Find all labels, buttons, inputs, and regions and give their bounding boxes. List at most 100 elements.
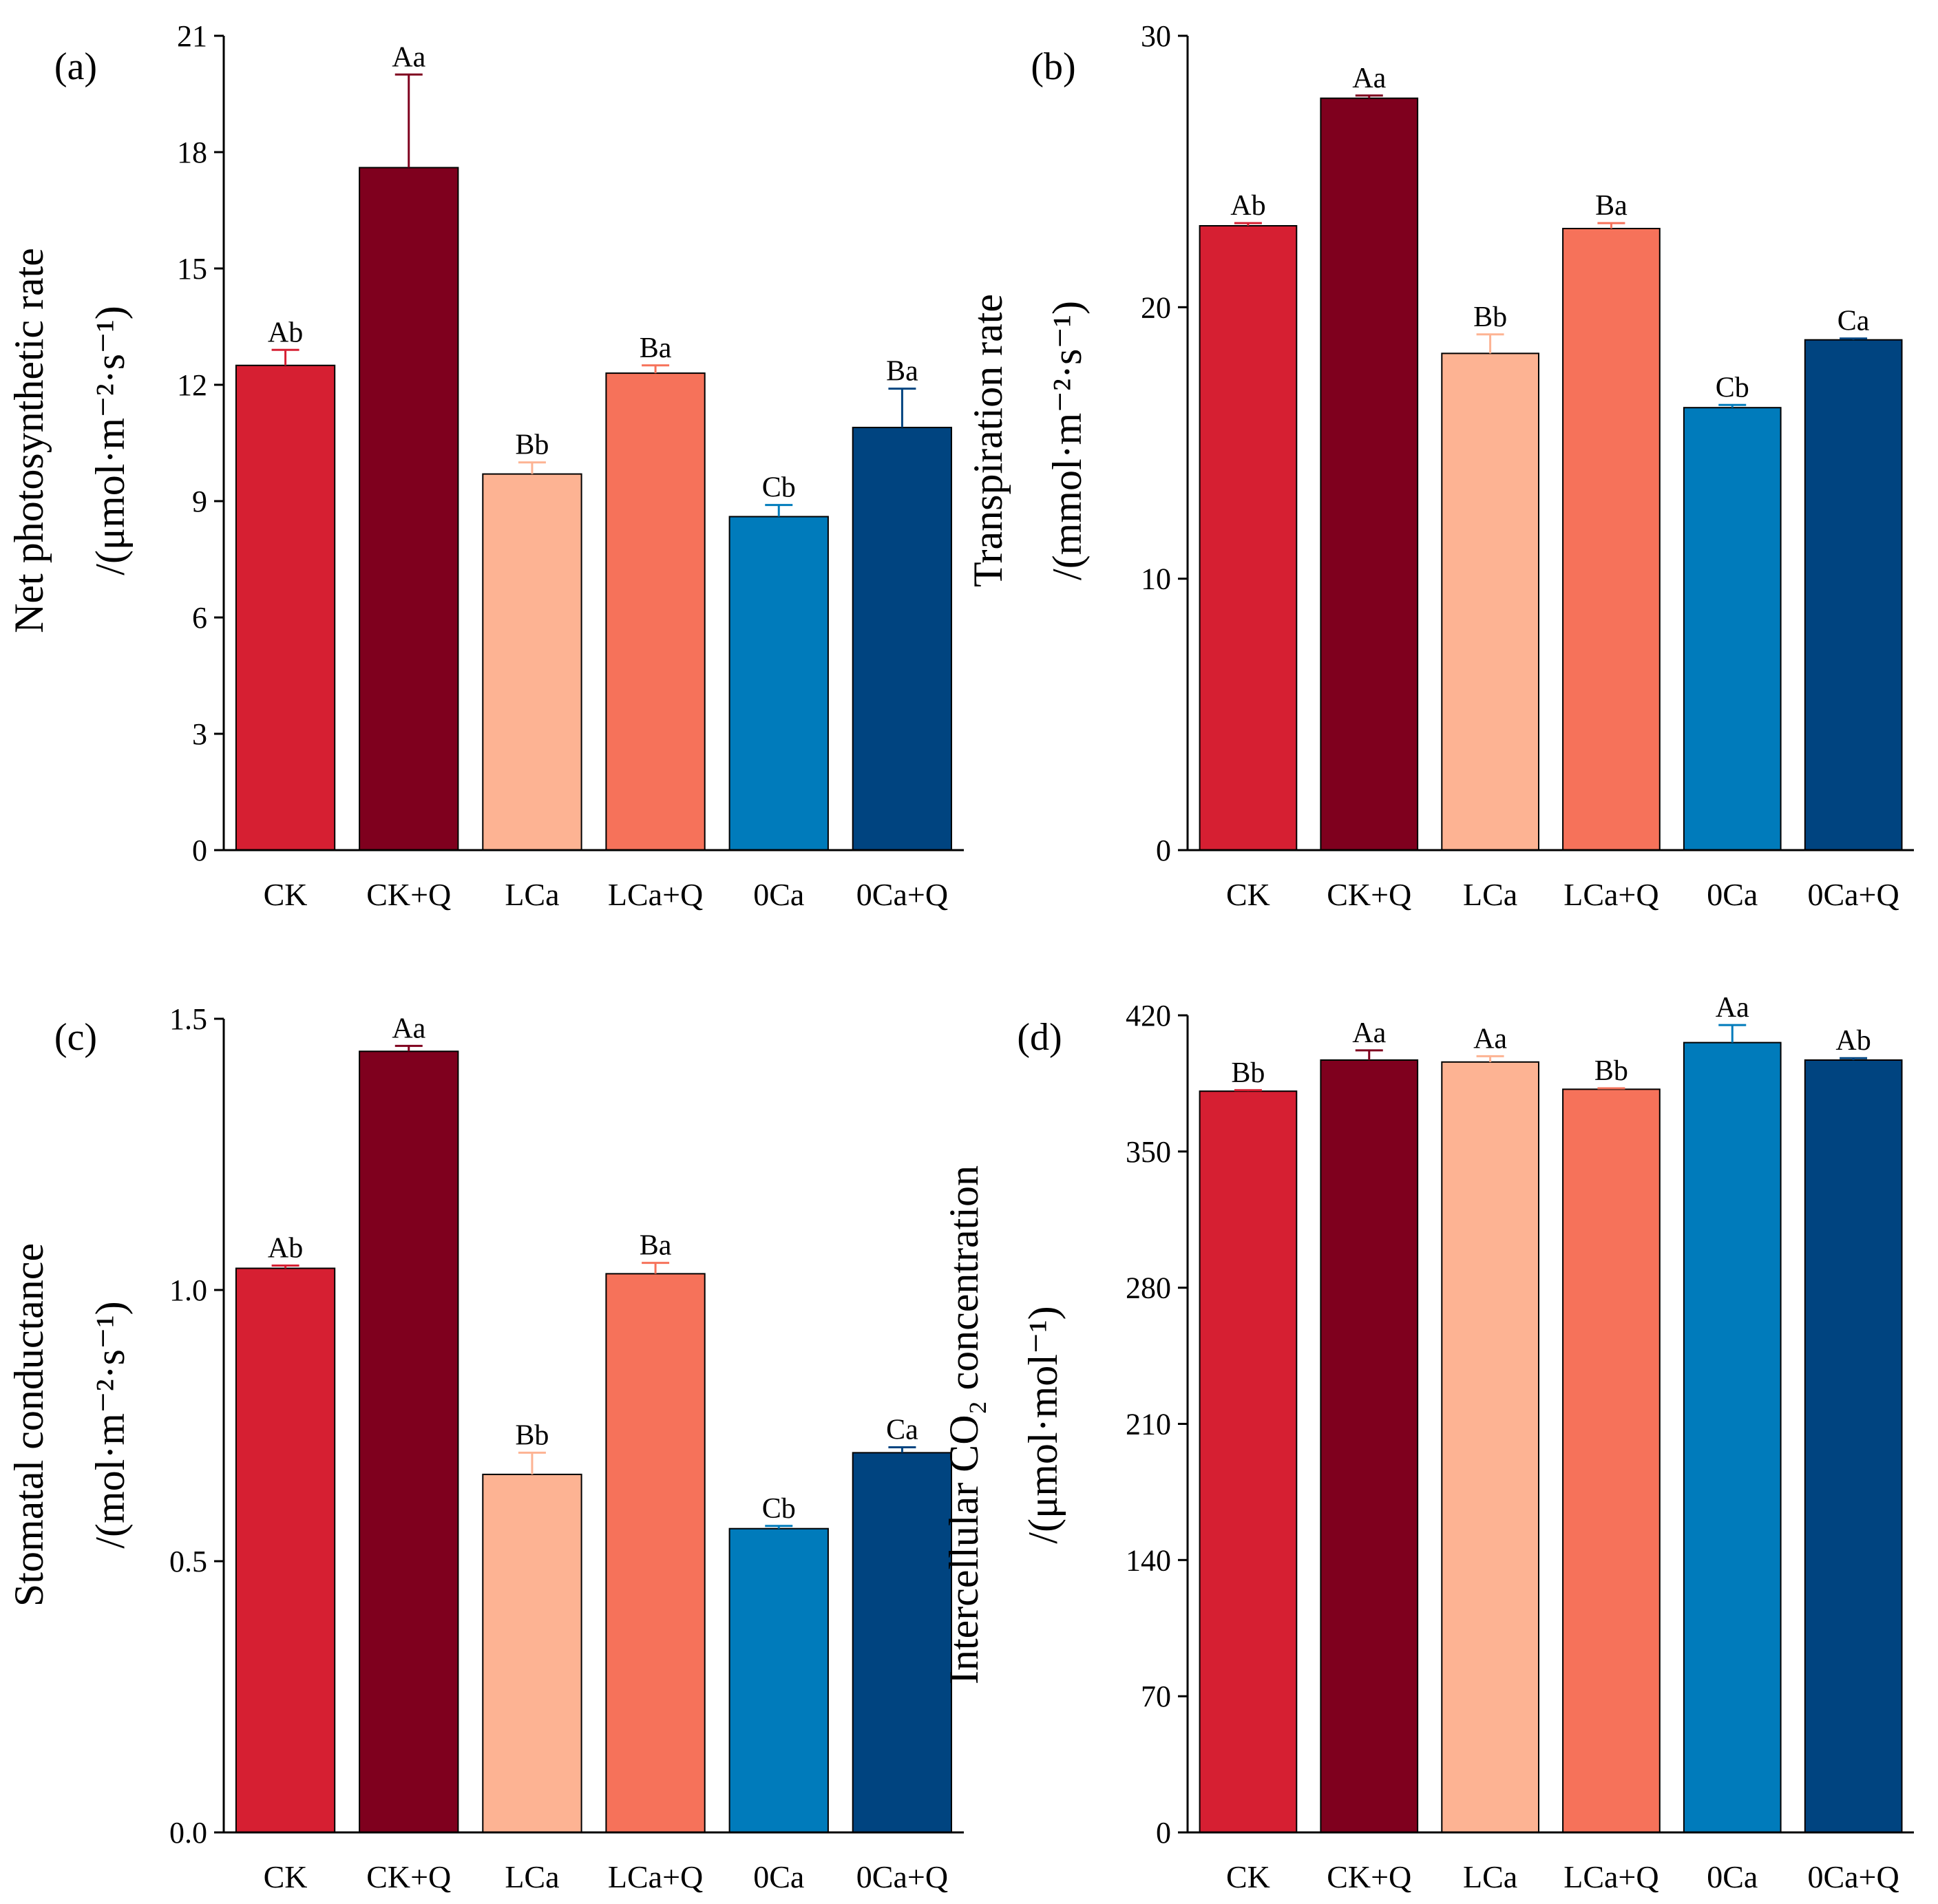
significance-label: Bb — [515, 1419, 549, 1451]
bar — [482, 473, 582, 851]
y-tick-label: 0 — [192, 834, 207, 867]
bar — [359, 167, 459, 851]
x-tick-label: 0Ca — [1707, 877, 1758, 912]
chart-panel-1: Ab CK Aa CK+Q Bb LCa Ba LCa+Q Cb 0Ca Ba 0Ca+Q 0 3 6 9 12… — [6, 19, 964, 912]
significance-label: Ba — [886, 356, 918, 388]
bar — [852, 427, 952, 851]
y-axis-title: Intercellular CO₂ concentration — [941, 1165, 987, 1684]
y-tick-label: 140 — [1126, 1543, 1171, 1577]
y-tick-label: 18 — [177, 136, 207, 169]
significance-label: Ca — [1837, 306, 1870, 337]
significance-label: Aa — [1352, 63, 1386, 94]
significance-label: Cb — [1716, 372, 1749, 403]
significance-label: Ab — [268, 317, 303, 348]
x-tick-label: LCa+Q — [608, 877, 703, 912]
y-tick-label: 15 — [177, 252, 207, 286]
significance-label: Ba — [640, 1230, 672, 1262]
significance-label: Aa — [1473, 1023, 1507, 1055]
bar — [1683, 407, 1782, 851]
y-tick-label: 0 — [1156, 1816, 1171, 1850]
x-tick-label: CK — [264, 1859, 308, 1894]
significance-label: Cb — [762, 1493, 796, 1525]
chart-panel-3: Ab CK Aa CK+Q Bb LCa Ba LCa+Q Cb 0Ca Ca 0Ca+Q 0.0 0.5… — [6, 1002, 964, 1894]
y-tick-label: 210 — [1126, 1408, 1171, 1441]
significance-label: Ab — [1835, 1025, 1871, 1057]
x-tick-label: 0Ca — [753, 1859, 804, 1894]
bar — [1804, 339, 1903, 851]
bar — [605, 372, 706, 851]
x-tick-label: 0Ca+Q — [1807, 877, 1899, 912]
y-tick-label: 1.5 — [169, 1002, 207, 1036]
y-axis-unit: /(μmol·m⁻²·s⁻¹) — [87, 306, 133, 575]
y-tick-label: 30 — [1141, 19, 1171, 53]
x-tick-label: CK — [1226, 1859, 1270, 1894]
bar — [235, 1267, 336, 1833]
bar — [1199, 1090, 1298, 1833]
bar — [852, 1452, 952, 1833]
y-tick-label: 10 — [1141, 562, 1171, 596]
significance-label: Bb — [1594, 1055, 1628, 1087]
x-tick-label: CK+Q — [1327, 877, 1411, 912]
x-tick-label: LCa+Q — [608, 1859, 703, 1894]
bar — [1804, 1059, 1903, 1833]
x-tick-label: 0Ca — [1707, 1859, 1758, 1894]
y-tick-label: 3 — [192, 717, 207, 751]
significance-label: Aa — [1352, 1017, 1386, 1049]
bar — [1320, 97, 1419, 851]
panel-label: (c) — [54, 1016, 97, 1059]
significance-label: Ab — [1230, 190, 1265, 222]
y-tick-label: 21 — [177, 19, 207, 53]
bar — [1683, 1041, 1782, 1833]
y-tick-label: 0.5 — [169, 1545, 207, 1578]
bar — [235, 364, 336, 851]
x-tick-label: LCa — [1463, 877, 1517, 912]
significance-label: Aa — [1716, 992, 1749, 1024]
x-tick-label: CK — [264, 877, 308, 912]
y-axis-title: Transpiration rate — [965, 294, 1011, 587]
y-tick-label: 20 — [1141, 290, 1171, 324]
y-tick-label: 12 — [177, 368, 207, 402]
y-tick-label: 0.0 — [169, 1816, 207, 1850]
panel-label: (a) — [54, 45, 97, 88]
y-axis-title: Stomatal conductance — [6, 1243, 52, 1607]
significance-label: Bb — [1473, 302, 1507, 333]
y-tick-label: 0 — [1156, 834, 1171, 867]
y-tick-label: 350 — [1126, 1135, 1171, 1169]
x-tick-label: CK+Q — [366, 1859, 451, 1894]
y-tick-label: 420 — [1126, 999, 1171, 1033]
bar — [605, 1273, 706, 1833]
bar — [359, 1050, 459, 1833]
y-tick-label: 9 — [192, 485, 207, 518]
y-axis-unit: /(mmol·m⁻²·s⁻¹) — [1044, 301, 1090, 580]
significance-label: Aa — [392, 41, 425, 73]
significance-label: Ba — [640, 332, 672, 364]
x-tick-label: CK — [1226, 877, 1270, 912]
y-axis-unit: /(μmol·mol⁻¹) — [1020, 1306, 1066, 1543]
chart-panel-2: Ab CK Aa CK+Q Bb LCa Ba LCa+Q Cb 0Ca Ca 0Ca+Q 0 10 20 3… — [965, 19, 1914, 912]
y-tick-label: 6 — [192, 601, 207, 635]
significance-label: Bb — [515, 430, 549, 461]
x-tick-label: LCa — [505, 1859, 559, 1894]
bar — [728, 1527, 829, 1833]
bar — [1562, 228, 1661, 851]
bar — [1562, 1088, 1661, 1833]
x-tick-label: 0Ca — [753, 877, 804, 912]
panel-label: (d) — [1017, 1016, 1062, 1059]
significance-label: Aa — [392, 1013, 425, 1044]
bar — [1441, 352, 1540, 851]
panel-label: (b) — [1031, 45, 1075, 88]
x-tick-label: CK+Q — [1327, 1859, 1411, 1894]
y-tick-label: 280 — [1126, 1271, 1171, 1305]
bar — [1320, 1059, 1419, 1833]
y-tick-label: 1.0 — [169, 1273, 207, 1307]
significance-label: Ba — [1595, 190, 1628, 222]
x-tick-label: LCa+Q — [1563, 877, 1658, 912]
bar — [728, 516, 829, 851]
y-axis-title: Net photosynthetic rate — [6, 248, 52, 633]
x-tick-label: 0Ca+Q — [856, 1859, 948, 1894]
chart-panel-4: Bb CK Aa CK+Q Aa LCa Bb LCa+Q Aa 0Ca Ab 0Ca+Q 0 70 140… — [941, 992, 1914, 1894]
significance-label: Bb — [1231, 1057, 1265, 1089]
x-tick-label: LCa+Q — [1563, 1859, 1658, 1894]
y-tick-label: 70 — [1141, 1680, 1171, 1713]
